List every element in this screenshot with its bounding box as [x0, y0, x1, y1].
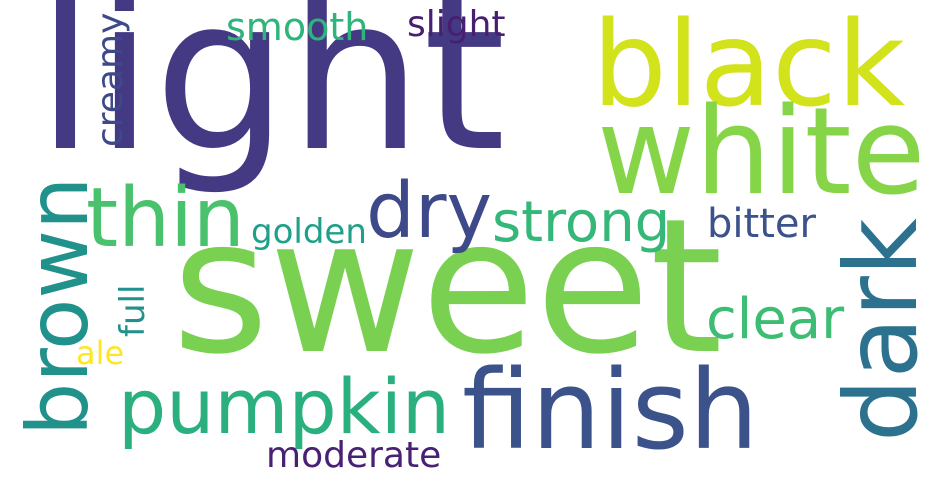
word-bitter: bitter [707, 201, 816, 247]
word-smooth: smooth [226, 5, 369, 49]
word-creamy: creamy [90, 12, 131, 147]
word-thin: thin [86, 171, 245, 266]
word-slight: slight [407, 4, 506, 45]
word-clear: clear [706, 287, 845, 352]
word-dry: dry [366, 167, 493, 256]
word-strong: strong [492, 190, 671, 255]
word-full: full [113, 284, 153, 337]
word-black: black [592, 0, 906, 133]
word-white: white [597, 83, 926, 222]
word-dark: dark [823, 218, 940, 442]
word-finish: finish [462, 346, 759, 474]
word-pumpkin: pumpkin [118, 362, 450, 451]
word-light: light [36, 0, 506, 198]
word-golden: golden [251, 212, 367, 252]
word-sweet: sweet [172, 178, 723, 395]
word-ale: ale [76, 334, 125, 372]
word-moderate: moderate [266, 435, 442, 476]
